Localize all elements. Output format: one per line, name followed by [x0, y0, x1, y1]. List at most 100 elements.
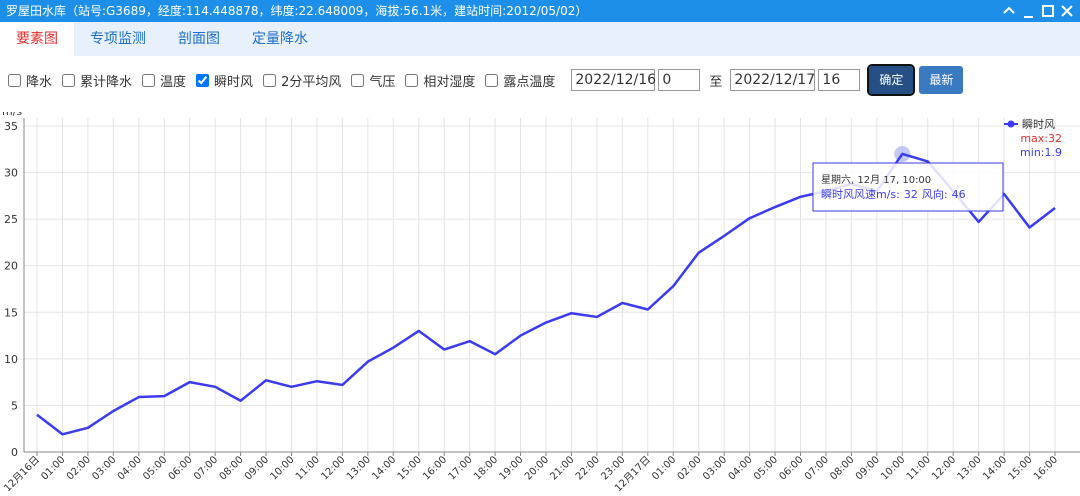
x-tick-label: 13:00	[956, 454, 984, 482]
tooltip-direction: 46	[952, 188, 966, 201]
filter[interactable]: 相对湿度	[405, 71, 475, 90]
legend-marker	[1007, 120, 1015, 128]
tooltip-date: 星期六, 12月 17, 10:00	[821, 174, 931, 186]
filter-label: 相对湿度	[423, 74, 476, 90]
x-tick-label: 09:00	[854, 454, 882, 482]
filter-label: 累计降水	[80, 74, 133, 90]
checkbox[interactable]	[62, 73, 76, 87]
x-tick-label: 11:00	[294, 454, 322, 482]
x-tick-label: 17:00	[447, 454, 475, 482]
x-tick-label: 12月16日	[1, 454, 42, 495]
controls: 降水 累计降水 温度 瞬时风 2分平均风 气压 相对湿度 露点温度 2022/12/16 0 至 20…	[8, 64, 964, 96]
tooltip-box	[812, 162, 1004, 212]
chart: 05101520253035m/s12月16日01:0002:0003:0004…	[1, 112, 1080, 495]
legend-max: max:32	[1020, 132, 1062, 145]
y-tick-label: 20	[4, 260, 18, 273]
window-title: 罗屋田水库（站号:G3689，经度:114.448878，纬度:22.64800…	[6, 4, 588, 18]
x-tick-label: 04:00	[727, 454, 755, 482]
x-tick-label: 15:00	[396, 454, 424, 482]
start-hour[interactable]: 0	[658, 69, 701, 91]
checkbox[interactable]	[196, 73, 210, 87]
x-tick-label: 07:00	[803, 454, 831, 482]
filter[interactable]: 累计降水	[62, 71, 132, 90]
tab-bar: 要素图 专项监测 剖面图 定量降水	[0, 22, 1080, 56]
tab[interactable]: 定量降水	[252, 31, 308, 47]
x-tick-label: 14:00	[370, 454, 398, 482]
x-tick-label: 16:00	[421, 454, 449, 482]
checkbox[interactable]	[263, 73, 277, 87]
checkbox[interactable]	[8, 73, 21, 87]
tooltip-speed-label: 瞬时风风速m/s:	[821, 188, 900, 201]
filter-label: 降水	[26, 74, 53, 90]
x-tick-label: 08:00	[828, 454, 856, 482]
filter-label: 气压	[369, 74, 396, 90]
x-tick-label: 06:00	[167, 454, 195, 482]
x-tick-label: 06:00	[777, 454, 805, 482]
x-tick-label: 20:00	[523, 454, 551, 482]
y-tick-label: 5	[11, 399, 18, 412]
y-tick-label: 35	[4, 120, 18, 133]
x-tick-label: 05:00	[141, 454, 169, 482]
x-tick-label: 11:00	[905, 454, 933, 482]
x-tick-label: 05:00	[752, 454, 780, 482]
checkbox[interactable]	[351, 73, 365, 87]
tooltip-value: 瞬时风风速m/s: 32 风向: 46	[821, 187, 966, 201]
filter[interactable]: 温度	[142, 71, 186, 90]
filter-label: 温度	[160, 74, 187, 90]
y-tick-label: 30	[4, 167, 18, 180]
end-hour[interactable]: 16	[818, 69, 861, 91]
x-tick-label: 16:00	[1032, 454, 1060, 482]
filter-label: 瞬时风	[214, 74, 254, 90]
x-tick-label: 12:00	[930, 454, 958, 482]
tooltip: 星期六, 12月 17, 10:00 瞬时风风速m/s: 32 风向: 46	[812, 162, 1004, 212]
button[interactable]: 确定	[867, 64, 916, 96]
end-date[interactable]: 2022/12/17	[730, 69, 816, 91]
x-tick-label: 19:00	[498, 454, 526, 482]
filter-label: 2分平均风	[281, 74, 342, 90]
y-tick-label: 15	[4, 306, 18, 319]
x-tick-label: 02:00	[65, 454, 93, 482]
x-tick-label: 08:00	[218, 454, 246, 482]
x-tick-label: 03:00	[701, 454, 729, 482]
filter-label: 露点温度	[503, 74, 556, 90]
x-tick-label: 15:00	[1007, 454, 1035, 482]
x-tick-label: 02:00	[676, 454, 704, 482]
legend-min: min:1.9	[1020, 146, 1062, 159]
start-date[interactable]: 2022/12/16	[571, 69, 656, 91]
y-unit: m/s	[2, 112, 22, 118]
window-controls[interactable]	[1000, 2, 1076, 20]
checkbox[interactable]	[405, 73, 419, 87]
filter[interactable]: 气压	[351, 71, 395, 90]
x-tick-label: 18:00	[472, 454, 500, 482]
tab[interactable]: 要素图	[0, 22, 74, 56]
x-tick-label: 10:00	[879, 454, 907, 482]
x-tick-label: 22:00	[574, 454, 602, 482]
legend-label: 瞬时风	[1022, 118, 1055, 131]
x-tick-label: 13:00	[345, 454, 373, 482]
x-tick-label: 01:00	[650, 454, 678, 482]
checkbox[interactable]	[485, 73, 499, 87]
tab[interactable]: 专项监测	[90, 31, 146, 47]
y-tick-label: 10	[4, 353, 18, 366]
x-tick-label: 10:00	[268, 454, 296, 482]
checkbox[interactable]	[142, 73, 156, 87]
title-bar: 罗屋田水库（站号:G3689，经度:114.448878，纬度:22.64800…	[0, 0, 1080, 22]
tooltip-direction-label: 风向:	[922, 187, 948, 201]
x-tick-label: 07:00	[192, 454, 220, 482]
x-tick-label: 03:00	[90, 454, 118, 482]
y-tick-label: 25	[4, 213, 18, 226]
filter[interactable]: 瞬时风	[196, 71, 253, 90]
x-tick-label: 14:00	[981, 454, 1009, 482]
filter[interactable]: 露点温度	[485, 71, 555, 90]
filter[interactable]: 2分平均风	[263, 71, 341, 90]
button[interactable]: 最新	[919, 66, 964, 94]
x-tick-label: 09:00	[243, 454, 271, 482]
x-tick-label: 04:00	[116, 454, 144, 482]
x-tick-label: 12:00	[319, 454, 347, 482]
tab[interactable]: 剖面图	[178, 31, 220, 47]
tooltip-speed: 32	[904, 188, 918, 201]
filter[interactable]: 降水	[8, 71, 52, 90]
x-tick-label: 01:00	[39, 454, 67, 482]
